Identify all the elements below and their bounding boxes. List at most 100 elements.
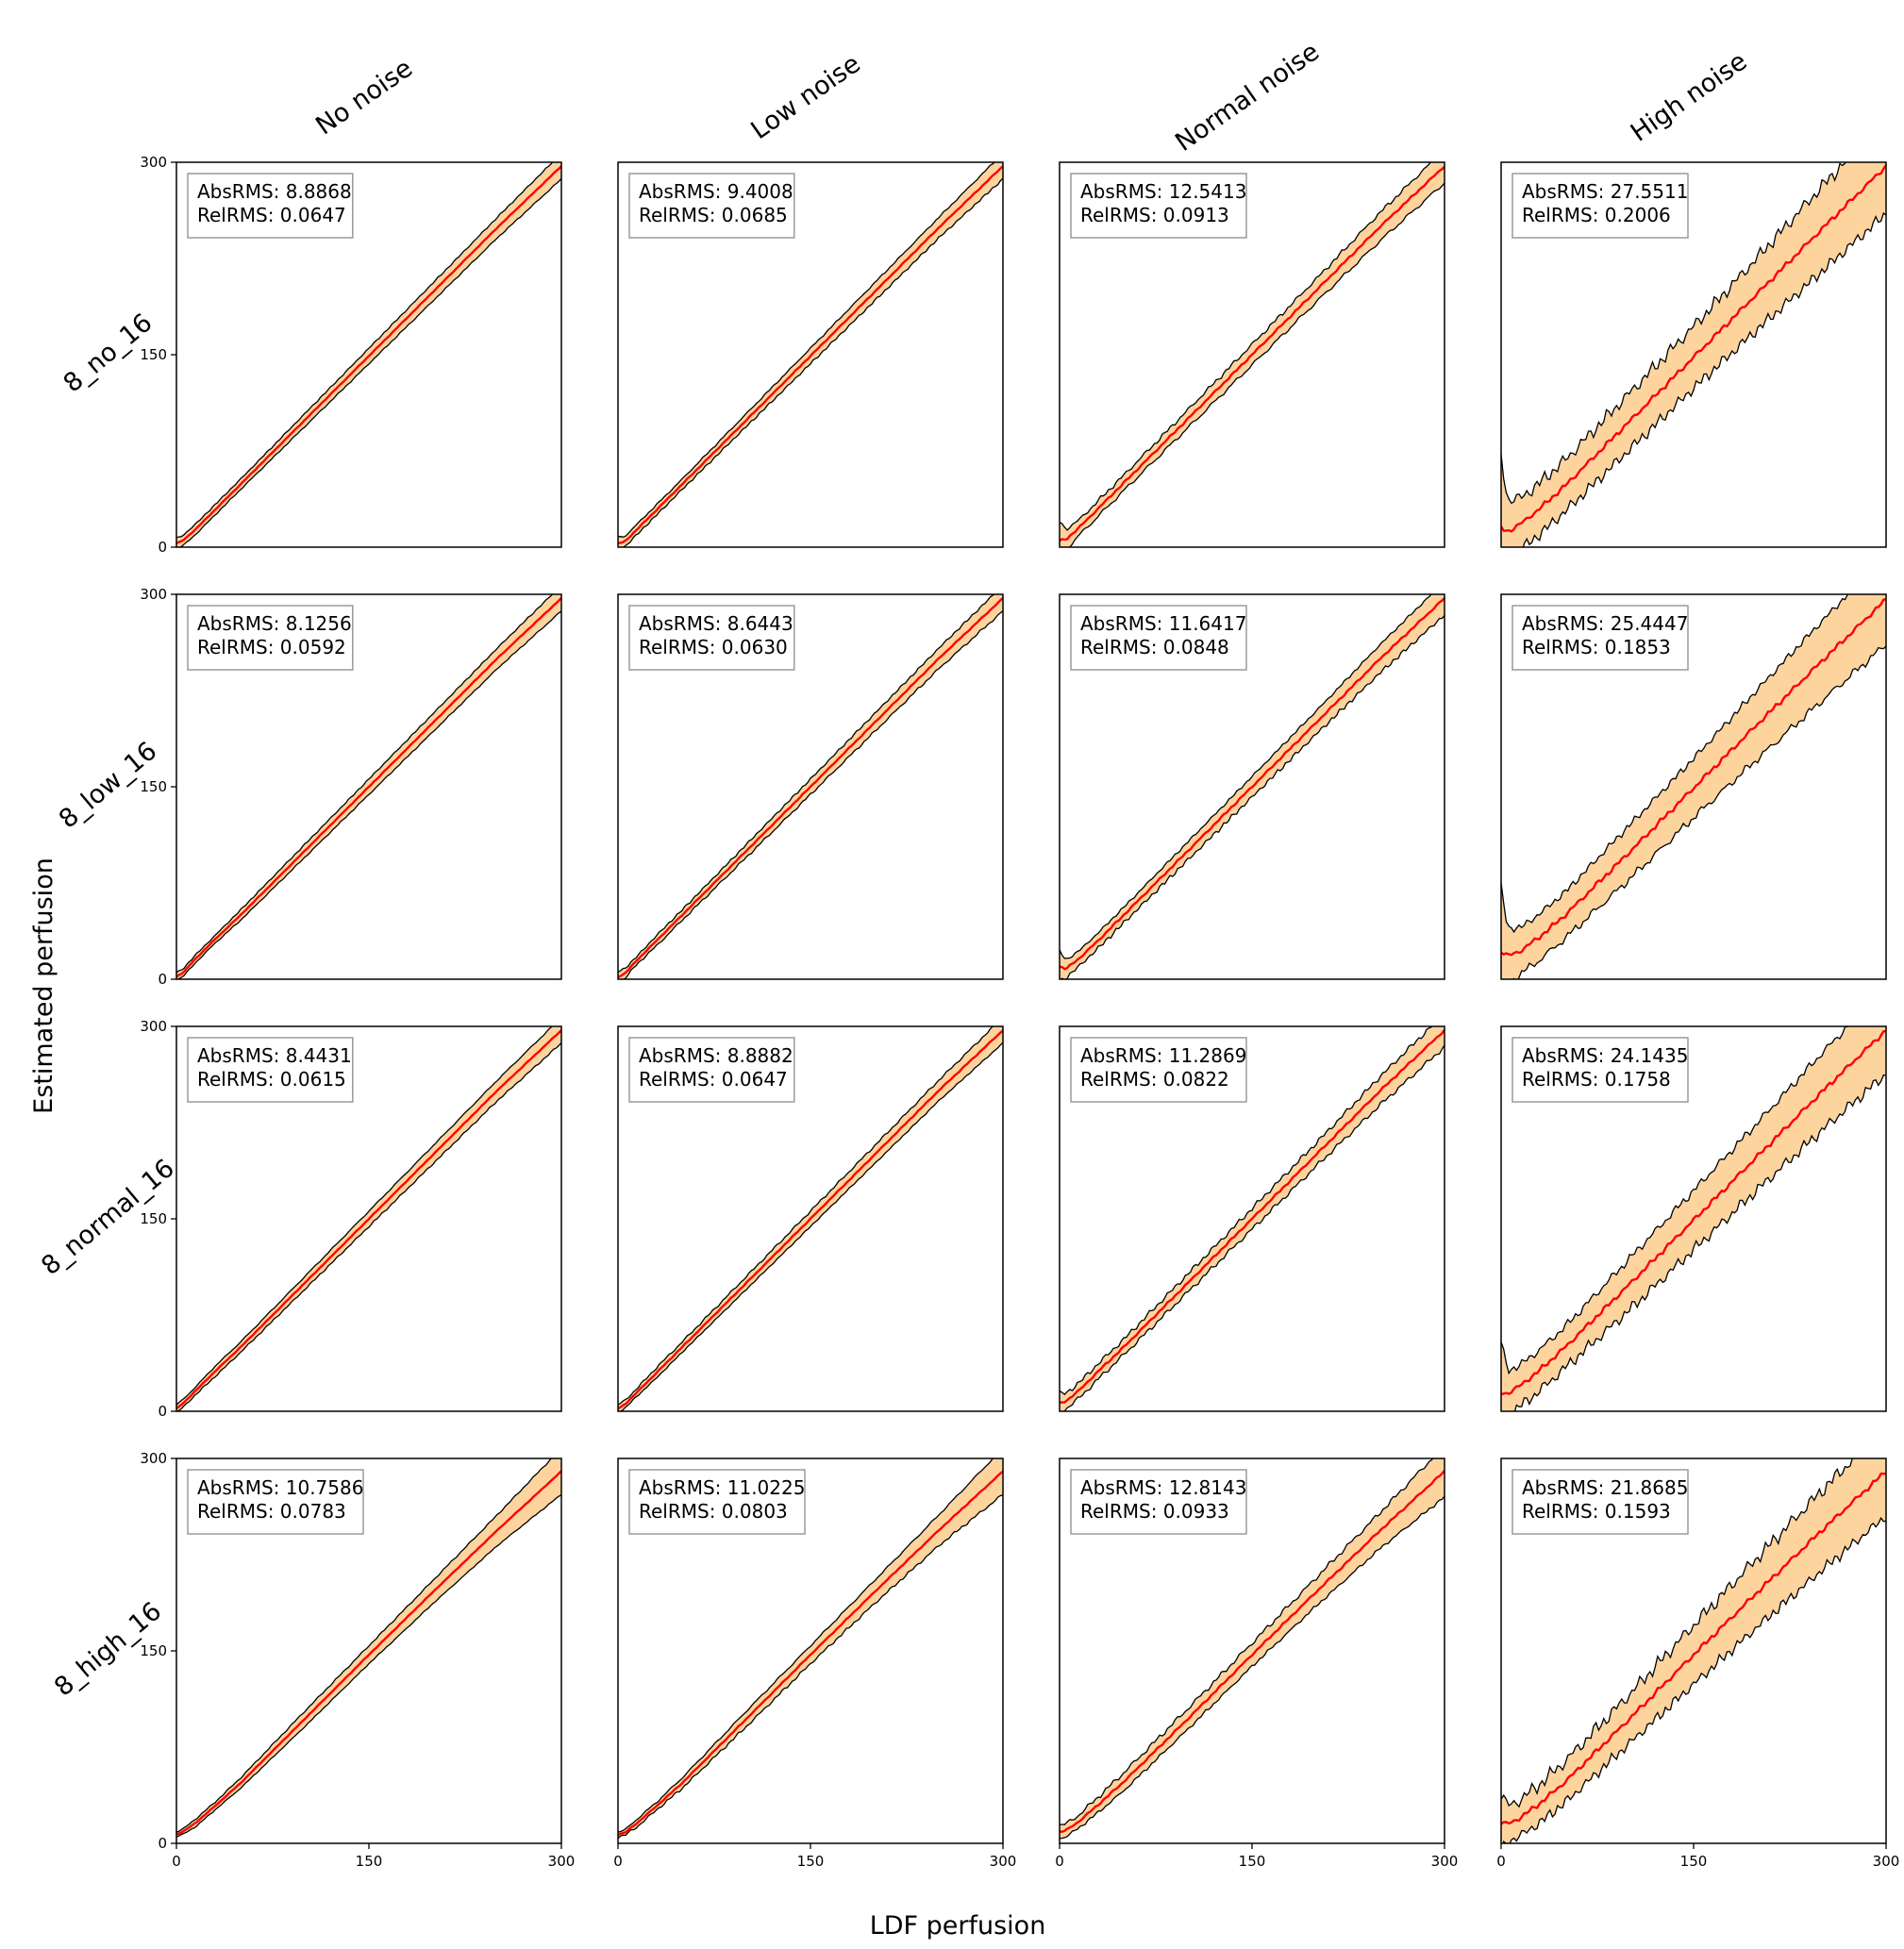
y-tick-label: 0 xyxy=(158,1403,167,1420)
band-upper-line xyxy=(1060,1026,1433,1395)
band-upper-line xyxy=(1501,162,1846,505)
y-tick-label: 150 xyxy=(140,1210,167,1227)
stats-box xyxy=(1512,173,1689,239)
x-tick-label: 300 xyxy=(990,1853,1017,1870)
stats-box xyxy=(1070,173,1247,239)
band-upper-line xyxy=(1060,1458,1434,1826)
band-upper-line xyxy=(1060,594,1432,959)
rel-rms-text: RelRMS: 0.0913 xyxy=(1080,204,1229,226)
rel-rms-text: RelRMS: 0.0615 xyxy=(197,1068,346,1091)
band-upper-line xyxy=(1060,162,1431,531)
band-lower-line xyxy=(1502,1516,1886,1843)
rel-rms-text: RelRMS: 0.0647 xyxy=(197,204,346,226)
band-lower-line xyxy=(1060,1495,1445,1840)
band-lower-line xyxy=(619,1041,1003,1411)
y-tick-label: 0 xyxy=(158,1835,167,1852)
confidence-band xyxy=(176,1458,561,1838)
mean-line xyxy=(618,165,1003,544)
band-upper-line xyxy=(176,1458,552,1833)
plot-area xyxy=(618,594,1003,979)
y-tick-label: 150 xyxy=(140,1642,167,1659)
band-lower-line xyxy=(176,1493,561,1838)
rel-rms-text: RelRMS: 0.1593 xyxy=(1522,1500,1671,1523)
band-lower-line xyxy=(176,1041,561,1411)
x-tick-label: 150 xyxy=(1239,1853,1266,1870)
plot-area xyxy=(1060,1026,1445,1411)
axes-frame xyxy=(1500,593,1887,980)
y-tick-label: 150 xyxy=(140,778,167,795)
mean-line xyxy=(1060,597,1445,971)
band-lower-line xyxy=(1061,615,1445,979)
rel-rms-text: RelRMS: 0.0783 xyxy=(197,1500,346,1523)
y-tick-label: 300 xyxy=(140,586,167,603)
band-lower-line xyxy=(618,1494,1003,1840)
band-upper-line xyxy=(618,594,995,973)
x-tick-label: 150 xyxy=(356,1853,383,1870)
stats-box xyxy=(1512,605,1689,671)
stats-box xyxy=(1070,605,1247,671)
stats-box xyxy=(1512,1469,1689,1535)
mean-line xyxy=(1501,1029,1886,1396)
stats-box xyxy=(187,1469,364,1535)
plot-area xyxy=(1060,1458,1445,1840)
plot-area xyxy=(176,1026,561,1411)
rel-rms-text: RelRMS: 0.0933 xyxy=(1080,1500,1229,1523)
x-tick-label: 150 xyxy=(797,1853,825,1870)
mean-line xyxy=(1501,1472,1886,1825)
mean-line xyxy=(1060,1470,1445,1833)
x-tick-label: 0 xyxy=(1055,1853,1064,1870)
rel-rms-text: RelRMS: 0.1758 xyxy=(1522,1068,1671,1091)
band-lower-line xyxy=(1063,1044,1445,1411)
x-tick-label: 0 xyxy=(613,1853,623,1870)
axes-frame xyxy=(1500,161,1887,548)
abs-rms-text: AbsRMS: 8.8868 xyxy=(197,180,352,203)
abs-rms-text: AbsRMS: 8.8882 xyxy=(639,1044,793,1067)
rel-rms-text: RelRMS: 0.0630 xyxy=(639,636,788,658)
x-axis-label: LDF perfusion xyxy=(870,1911,1046,1941)
y-tick-label: 0 xyxy=(158,539,167,556)
rel-rms-text: RelRMS: 0.0822 xyxy=(1080,1068,1229,1091)
abs-rms-text: AbsRMS: 8.4431 xyxy=(197,1044,352,1067)
plot-area xyxy=(176,1458,561,1838)
abs-rms-text: AbsRMS: 12.5413 xyxy=(1080,180,1246,203)
rel-rms-text: RelRMS: 0.2006 xyxy=(1522,204,1671,226)
mean-line xyxy=(618,1470,1003,1837)
band-lower-line xyxy=(177,610,561,979)
band-upper-line xyxy=(1501,1458,1853,1808)
rel-rms-text: RelRMS: 0.0848 xyxy=(1080,636,1229,658)
column-titles: No noise Low noise Normal noise High noise xyxy=(310,37,1752,158)
band-lower-line xyxy=(622,609,1003,979)
confidence-band xyxy=(618,1458,1003,1839)
abs-rms-text: AbsRMS: 24.1435 xyxy=(1522,1044,1688,1067)
band-upper-line xyxy=(618,162,995,538)
y-tick-label: 300 xyxy=(140,1450,167,1467)
y-tick-label: 0 xyxy=(158,971,167,988)
mean-line xyxy=(1060,1028,1445,1404)
abs-rms-text: AbsRMS: 9.4008 xyxy=(639,180,793,203)
band-lower-line xyxy=(178,177,561,547)
band-upper-line xyxy=(176,1026,554,1406)
column-title: High noise xyxy=(1626,46,1752,147)
rel-rms-text: RelRMS: 0.0592 xyxy=(197,636,346,658)
column-title: No noise xyxy=(310,54,418,142)
mean-line xyxy=(1501,598,1886,957)
x-tick-label: 300 xyxy=(1431,1853,1459,1870)
band-upper-line xyxy=(618,1458,994,1833)
confidence-band xyxy=(1060,1458,1445,1839)
stats-box xyxy=(1070,1037,1247,1103)
plot-area xyxy=(618,1458,1003,1840)
band-upper-line xyxy=(618,1026,995,1406)
column-title: Normal noise xyxy=(1170,37,1325,158)
plot-area xyxy=(1501,1458,1886,1843)
mean-line xyxy=(176,1029,561,1409)
